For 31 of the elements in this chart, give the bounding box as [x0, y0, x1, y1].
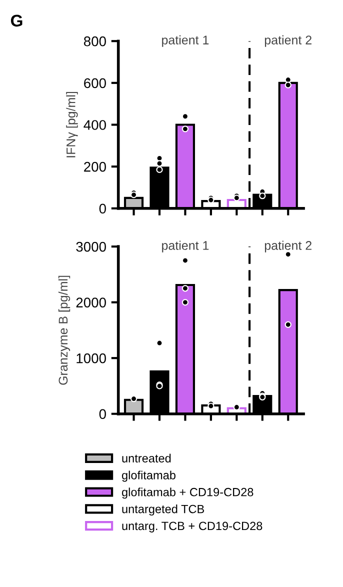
point — [182, 126, 189, 132]
point — [259, 192, 266, 200]
y-tick-label: 400 — [84, 120, 106, 130]
legend-label: glofitamab + CD19-CD28 — [122, 488, 254, 499]
point — [182, 285, 189, 292]
y-axis-title: IFNγ [pg/ml] — [66, 92, 78, 158]
y-tick-label: 600 — [84, 78, 106, 88]
point — [284, 321, 292, 328]
y-tick-label: 800 — [84, 36, 106, 46]
legend-label: untargeted TCB — [122, 504, 204, 516]
point — [182, 298, 189, 306]
text: G — [10, 14, 22, 27]
point — [233, 404, 240, 410]
point — [156, 166, 163, 174]
point — [156, 160, 163, 167]
y-tick-label: 200 — [84, 162, 106, 172]
annotation: patient 1 — [162, 35, 209, 47]
annotation: patient 2 — [264, 35, 312, 47]
y-tick-label: 3000 — [76, 242, 106, 252]
y-tick-label: 0 — [99, 204, 106, 214]
legend-label: glofitamab — [122, 470, 176, 482]
annotation: patient 1 — [162, 240, 209, 252]
legend-label: untarg. TCB + CD19-CD28 — [122, 522, 262, 532]
point — [156, 340, 163, 346]
y-tick-label: 0 — [99, 409, 106, 420]
legend-label: untreated — [122, 454, 171, 462]
y-axis-title: Granzyme B [pg/ml] — [58, 276, 70, 385]
annotation: patient 2 — [264, 240, 312, 252]
y-tick-label: 1000 — [76, 353, 106, 364]
y-tick-label: 2000 — [76, 298, 106, 308]
point — [284, 82, 292, 88]
